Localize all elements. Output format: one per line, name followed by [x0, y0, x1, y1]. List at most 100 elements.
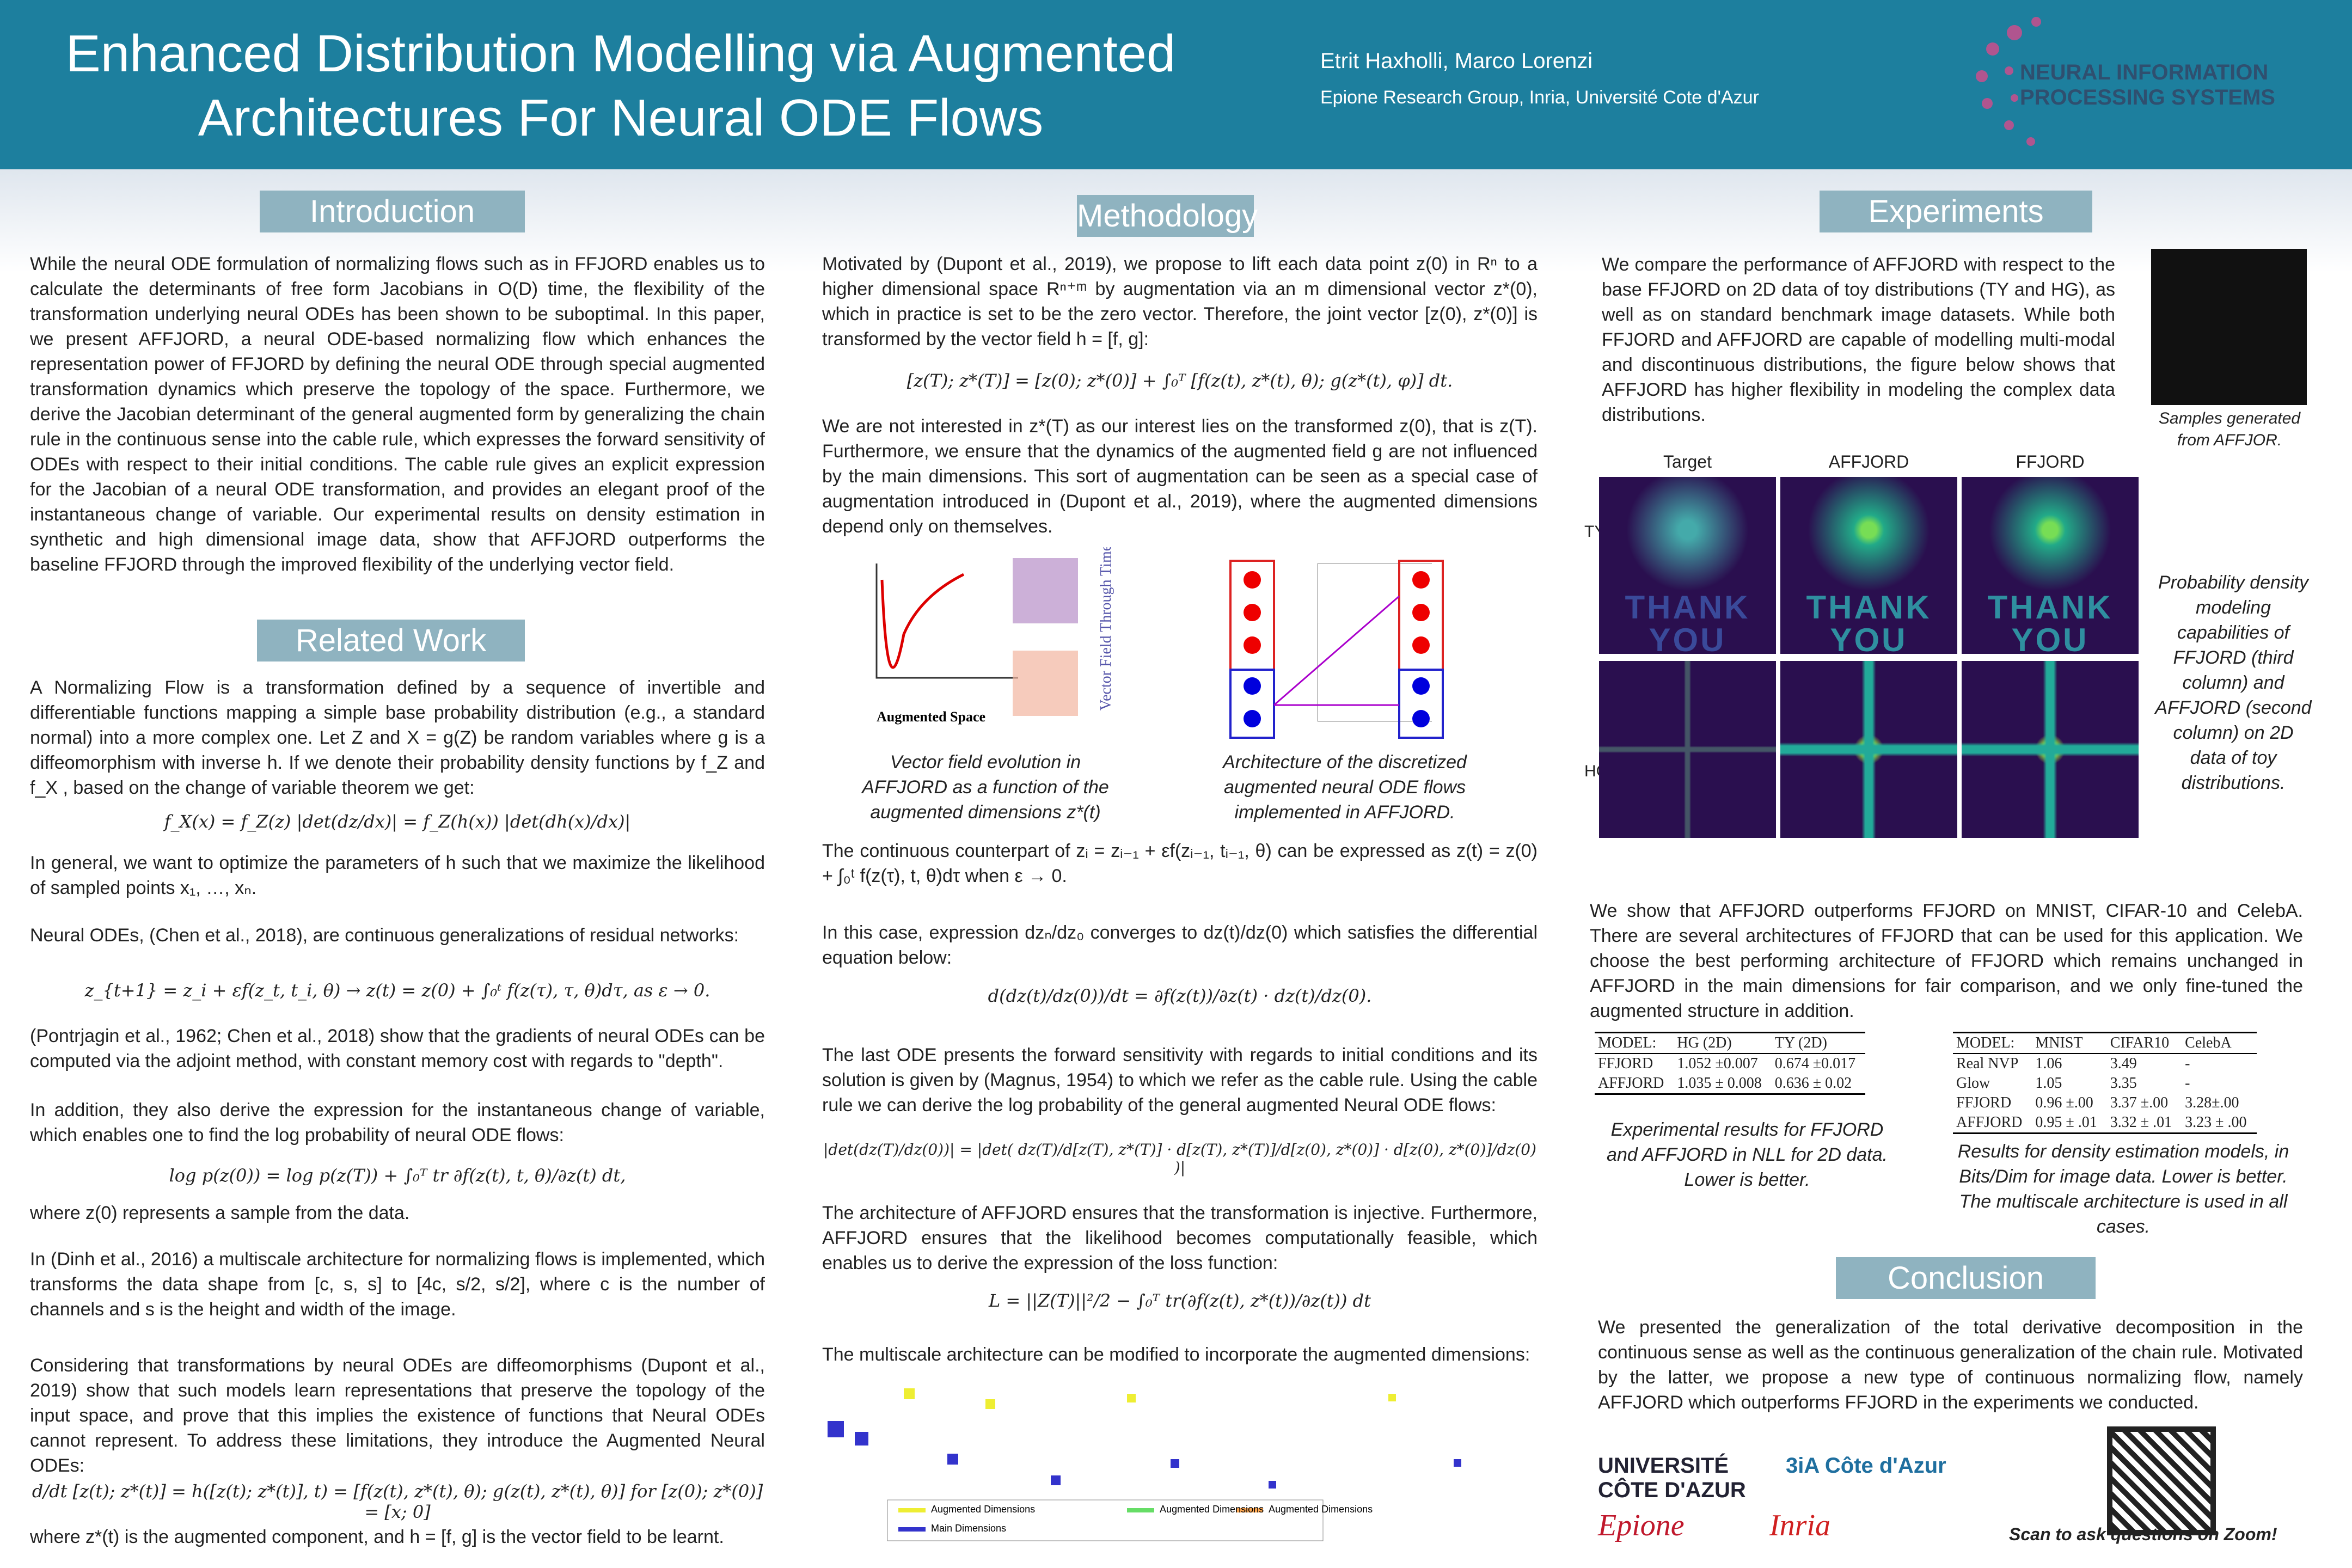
table-header: MODEL: MNIST CIFAR10 CelebA	[1953, 1032, 2257, 1054]
table-cell: AFFJORD	[1953, 1113, 2032, 1134]
table-cell: 3.28±.00	[2185, 1094, 2239, 1111]
density-text: THANK	[1625, 589, 1750, 626]
table: MODEL: MNIST CIFAR10 CelebA Real NVP 1.06 3.49…	[1953, 1032, 2257, 1134]
header-bar	[0, 0, 2352, 169]
table-cell: 0.674 ±0.017	[1774, 1055, 1856, 1072]
logo: Epione	[1598, 1509, 1685, 1542]
table-cell: FFJORD	[1956, 1094, 2012, 1111]
table-row: AFFJORD 0.95 ± .01 3.32 ± .01 3.23 ± .00	[1953, 1113, 2257, 1134]
paragraph: In addition, they also derive the expres…	[30, 1100, 765, 1146]
paragraph: where z(0) represents a sample from the …	[30, 1203, 410, 1223]
table-cell: 1.052 ±0.007	[1677, 1055, 1758, 1072]
table-cell: 3.23 ± .00	[2182, 1113, 2257, 1134]
qr-code	[2107, 1426, 2216, 1535]
density-text: YOU	[1649, 622, 1726, 658]
table: MODEL: HG (2D) TY (2D) FFJORD 1.052 ±0.007 0.…	[1595, 1032, 1866, 1095]
header-cell: TY (2D)	[1771, 1032, 1866, 1054]
paragraph: A Normalizing Flow is a transformation d…	[30, 677, 765, 798]
table-row: Glow 1.05 3.35 -	[1953, 1074, 2257, 1093]
density-text: YOU	[2011, 622, 2089, 658]
table-cell: 3.49	[2110, 1055, 2137, 1072]
header-cell: HG (2D)	[1674, 1032, 1772, 1054]
section-heading: Related Work	[257, 620, 525, 661]
section-heading: Conclusion	[1836, 1257, 2096, 1299]
equation: L = ||Z(T)||²/2 − ∫₀ᵀ tr(∂f(z(t), z*(t))…	[988, 1290, 1371, 1311]
header-cell: MNIST	[2032, 1032, 2107, 1054]
figures: Augmented Space Vector Field Through Tim…	[875, 547, 1444, 739]
table-cell: 3.37 ±.00	[2110, 1094, 2169, 1111]
density-text: YOU	[1830, 622, 1908, 658]
paragraph: We compare the performance of AFFJORD wi…	[1602, 254, 2115, 425]
table-cell: 3.35	[2110, 1075, 2137, 1092]
multiscale-figure: Augmented Dimensions Augmented Dimension…	[828, 1388, 1461, 1541]
caption: Vector field evolution in AFFJORD as a f…	[862, 752, 1109, 823]
section-heading: Introduction	[260, 191, 525, 232]
column-label: FFJORD	[2016, 452, 2085, 471]
table-header: MODEL: HG (2D) TY (2D)	[1595, 1032, 1866, 1054]
paragraph: While the neural ODE formulation of norm…	[30, 254, 765, 575]
equation: log p(z(0)) = log p(z(T)) + ∫₀ᵀ tr ∂f(z(…	[169, 1165, 626, 1186]
mnist-samples	[2151, 249, 2307, 405]
density-cell: THANK YOU	[1962, 477, 2139, 658]
equation: d/dt [z(t); z*(t)] = h([z(t); z*(t)], t)…	[32, 1481, 763, 1522]
paragraph: where z*(t) is the augmented component, …	[30, 1527, 724, 1547]
paragraph: We show that AFFJORD outperforms FFJORD …	[1590, 901, 2303, 1021]
density-cell: THANK YOU	[1599, 477, 1776, 658]
paragraph: (Pontrjagin et al., 1962; Chen et al., 2…	[30, 1026, 765, 1071]
table-cell: 3.32 ± .01	[2106, 1113, 2182, 1134]
logo: 3iA Côte d'Azur	[1786, 1454, 1946, 1478]
caption: Samples generated from AFFJOR.	[2158, 409, 2301, 449]
legend-label: Augmented Dimensions	[931, 1504, 1035, 1515]
legend-label: Augmented Dimensions	[1160, 1504, 1264, 1515]
legend-label: Augmented Dimensions	[1269, 1504, 1373, 1515]
table-cell: 1.035 ± 0.008	[1674, 1074, 1772, 1095]
affiliation: Epione Research Group, Inria, Université…	[1320, 87, 1759, 108]
legend-label: Main Dimensions	[931, 1523, 1006, 1534]
paragraph: The multiscale architecture can be modif…	[822, 1344, 1530, 1365]
table-cell: AFFJORD	[1595, 1074, 1674, 1095]
table-row: FFJORD 1.052 ±0.007 0.674 ±0.017	[1595, 1054, 1865, 1074]
paragraph: In this case, expression dzₙ/dz₀ converg…	[822, 922, 1538, 968]
figure-label: Vector Field Through Time	[1098, 547, 1114, 710]
logo: UNIVERSITÉ CÔTE D'AZUR	[1598, 1454, 1746, 1502]
equation: [z(T); z*(T)] = [z(0); z*(0)] + ∫₀ᵀ [f(z…	[906, 370, 1453, 391]
caption: Experimental results for FFJORD and AFFJ…	[1607, 1119, 1888, 1190]
table-cell: Real NVP	[1956, 1055, 2019, 1072]
figure-label: Augmented Space	[877, 709, 985, 725]
logo: Inria	[1769, 1509, 1830, 1542]
table-cell: FFJORD	[1598, 1055, 1653, 1072]
table-cell: -	[2185, 1055, 2190, 1072]
table-cell: -	[2185, 1075, 2190, 1092]
table-cell: 1.05	[2035, 1075, 2062, 1092]
paragraph: The continuous counterpart of zᵢ = zᵢ₋₁ …	[822, 841, 1538, 886]
caption: Architecture of the discretized augmente…	[1223, 752, 1467, 823]
density-cell	[1780, 661, 1957, 838]
caption: Results for density estimation models, i…	[1957, 1141, 2289, 1237]
authors: Etrit Haxholli, Marco Lorenzi	[1320, 49, 1593, 73]
table-row: Real NVP 1.06 3.49 -	[1953, 1054, 2257, 1074]
caption: Probability density modeling capabilitie…	[2155, 572, 2312, 793]
density-cell: THANK YOU	[1780, 477, 1957, 658]
equation: z_{t+1} = z_i + εf(z_t, t_i, θ) → z(t) =…	[84, 980, 710, 1001]
density-cell	[1599, 661, 1776, 838]
table-row: AFFJORD 1.035 ± 0.008 0.636 ± 0.02	[1595, 1074, 1866, 1095]
density-text: THANK	[1806, 589, 1932, 626]
density-text: THANK	[1987, 589, 2113, 626]
header-cell: MODEL:	[1595, 1032, 1674, 1054]
title: Enhanced Distribution Modelling via Augm…	[65, 24, 1176, 147]
equation: |det(dz(T)/dz(0))| = |det( dz(T)/d[z(T),…	[823, 1141, 1536, 1177]
equation: f_X(x) = f_Z(z) |det(dz/dx)| = f_Z(h(x))…	[164, 811, 631, 832]
column-label: Target	[1663, 452, 1712, 471]
table-cell: 0.636 ± 0.02	[1771, 1074, 1866, 1095]
section-heading: Methodology	[1077, 195, 1258, 237]
paragraph: We are not interested in z*(T) as our in…	[822, 416, 1538, 537]
paragraph: In general, we want to optimize the para…	[30, 853, 765, 898]
column-label: AFFJORD	[1828, 452, 1909, 471]
paragraph: The last ODE presents the forward sensit…	[822, 1045, 1538, 1116]
paragraph: The architecture of AFFJORD ensures that…	[822, 1203, 1538, 1273]
header-cell: CelebA	[2182, 1032, 2257, 1054]
table-row: FFJORD 0.96 ±.00 3.37 ±.00 3.28±.00	[1953, 1093, 2257, 1113]
header-cell: MODEL:	[1953, 1032, 2032, 1054]
paragraph: In (Dinh et al., 2016) a multiscale arch…	[30, 1249, 765, 1320]
